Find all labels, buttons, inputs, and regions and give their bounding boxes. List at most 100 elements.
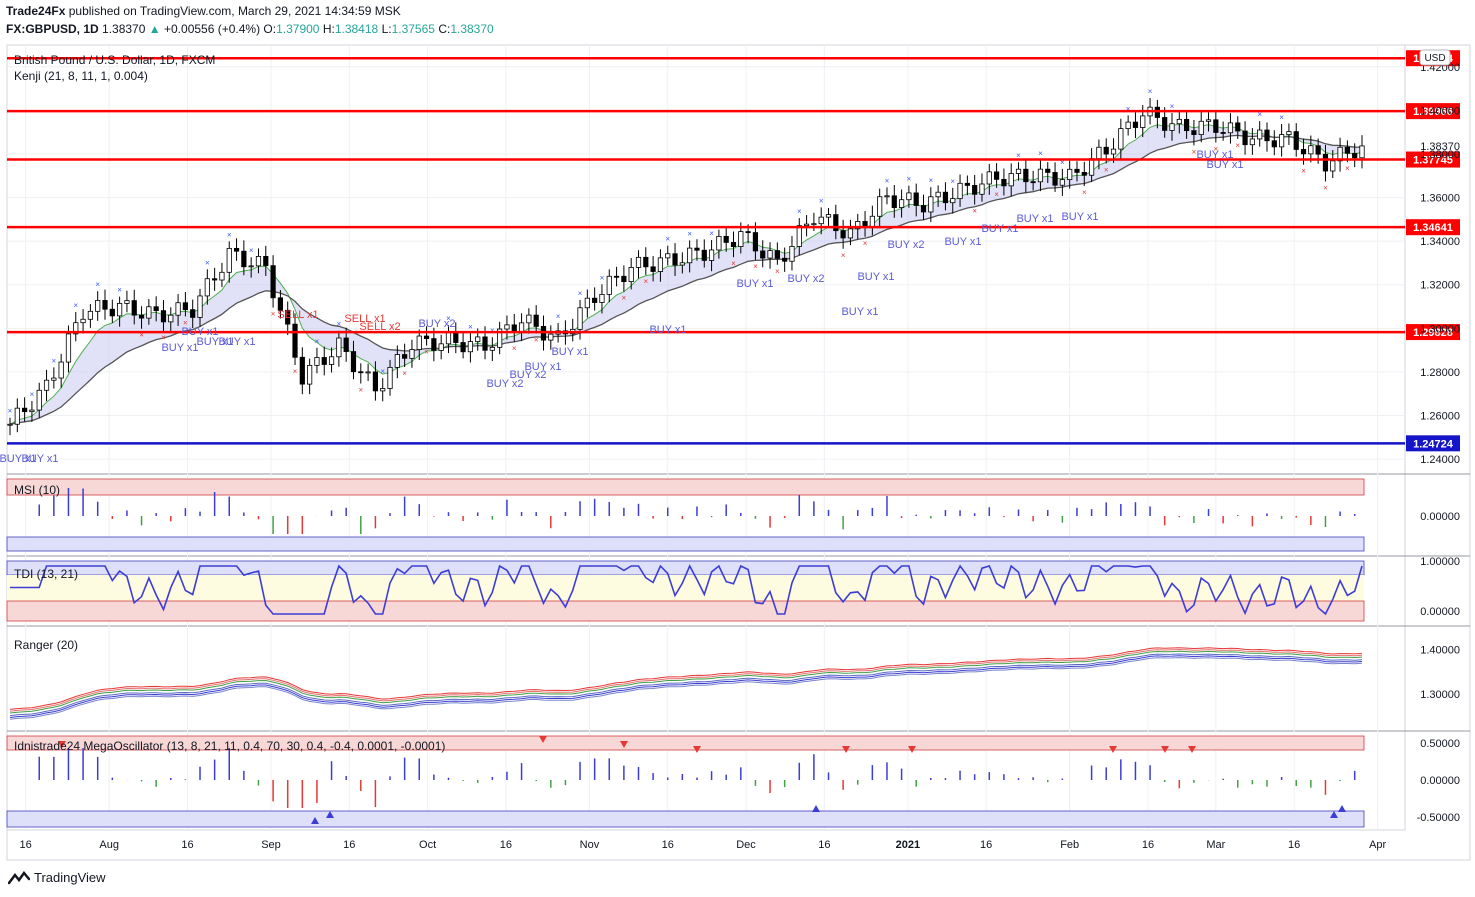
time-tick-label: Mar xyxy=(1206,839,1225,851)
signal-star: × xyxy=(402,369,407,378)
candle-body xyxy=(803,223,810,227)
candle-body xyxy=(453,332,459,343)
mega-down-marker xyxy=(1109,746,1117,753)
signal-star: × xyxy=(1323,184,1328,193)
candle-body xyxy=(942,191,949,204)
candle-body xyxy=(497,328,503,348)
signal-label: BUY x1 xyxy=(1016,213,1053,225)
signal-label: SELL x1 xyxy=(277,309,318,321)
signal-label: BUY x1 xyxy=(981,223,1018,235)
candle-body xyxy=(840,230,846,239)
candle-body xyxy=(679,262,685,266)
tdi-tick-label: 1.00000 xyxy=(1420,556,1460,568)
price-tick-label: 1.32000 xyxy=(1420,280,1460,292)
candle-body xyxy=(665,253,671,259)
signal-label: BUY x2 xyxy=(887,239,924,251)
candle-body xyxy=(409,349,415,359)
candle-body xyxy=(431,338,437,351)
signal-label: BUY x1 xyxy=(857,271,894,283)
candle-body xyxy=(1074,168,1080,173)
msi-tick-label: 0.00000 xyxy=(1420,511,1460,523)
kenji-indicator-label: Kenji (21, 8, 11, 1, 0.004) xyxy=(14,69,148,83)
low-value: 1.37565 xyxy=(391,22,435,36)
mega-down-marker xyxy=(539,736,547,743)
level-price-label: 1.24724 xyxy=(1413,438,1454,450)
mega-down-marker xyxy=(1188,746,1196,753)
candle-body xyxy=(423,335,430,340)
candle-body xyxy=(1169,123,1175,131)
candle-body xyxy=(1322,153,1329,172)
candle-body xyxy=(1184,118,1190,132)
candle-body xyxy=(1279,134,1285,148)
time-tick-label: Dec xyxy=(736,839,756,851)
tdi-line xyxy=(10,564,1363,616)
candle-body xyxy=(321,357,327,365)
signal-star: × xyxy=(534,336,539,345)
candle-body xyxy=(36,389,42,411)
ranger-tick-label: 1.30000 xyxy=(1420,689,1460,701)
candle-body xyxy=(723,235,729,243)
level-price-box xyxy=(1406,103,1460,120)
tdi-pane-title: TDI (13, 21) xyxy=(14,567,78,581)
candle-body xyxy=(1023,168,1029,183)
ranger-tick-label: 1.40000 xyxy=(1420,644,1460,656)
signal-star: × xyxy=(797,207,802,216)
candle-body xyxy=(672,253,678,266)
candle-body xyxy=(1315,145,1321,155)
candle-body xyxy=(1344,146,1350,154)
candle-body xyxy=(1264,129,1270,142)
mega-up-marker xyxy=(812,805,820,812)
candle-body xyxy=(1359,145,1365,159)
candle-body xyxy=(913,192,919,206)
candle-body xyxy=(701,249,707,261)
candle-body xyxy=(584,297,590,309)
candle-body xyxy=(1162,117,1168,131)
signal-star: × xyxy=(95,280,100,289)
candle-body xyxy=(1249,138,1255,146)
price-tick-label: 1.36000 xyxy=(1420,193,1460,205)
open-label: O: xyxy=(263,22,277,36)
mega-down-marker xyxy=(908,746,916,753)
candle-body xyxy=(548,333,554,341)
candle-body xyxy=(811,223,817,226)
candle-body xyxy=(687,247,693,264)
candle-body xyxy=(175,302,181,316)
published-text: published on TradingView.com, March 29, … xyxy=(68,4,401,18)
signal-label: BUY x1 xyxy=(1206,159,1243,171)
candle-body xyxy=(979,183,985,195)
outer-frame xyxy=(6,44,1471,861)
candle-body xyxy=(51,377,57,381)
brand-label: TradingView xyxy=(34,870,106,885)
candle-body xyxy=(226,247,232,273)
publisher-name[interactable]: Trade24Fx xyxy=(6,4,66,18)
candle-body xyxy=(460,342,466,353)
candle-body xyxy=(131,300,137,316)
signal-star: × xyxy=(52,356,57,365)
signal-star: × xyxy=(1038,149,1043,158)
time-tick-label: Nov xyxy=(580,839,600,851)
candle-body xyxy=(255,256,262,267)
signal-label: BUY x1 xyxy=(0,453,37,465)
main-pane-title: British Pound / U.S. Dollar, 1D, FXCM xyxy=(14,53,215,67)
candle-body xyxy=(957,182,963,200)
candle-body xyxy=(1293,131,1299,150)
candle-body xyxy=(613,275,620,278)
time-tick-label: Sep xyxy=(261,839,281,851)
candle-body xyxy=(1205,119,1212,122)
candle-body xyxy=(1059,179,1065,186)
candle-body xyxy=(29,409,35,413)
candle-body xyxy=(950,198,956,204)
price-series: × × × × × × × × × × × × × × × × × × × × × × × × × × × × × × × × × × × × × × × ×… xyxy=(7,87,1365,824)
signal-label: BUY x1 xyxy=(944,236,981,248)
tradingview-brand[interactable]: TradingView xyxy=(8,870,106,885)
candle-body xyxy=(117,303,123,317)
signal-star: × xyxy=(972,207,977,216)
ranger-line xyxy=(9,657,1363,720)
signal-star: × xyxy=(293,367,298,376)
horizontal-levels: 1.423941.399661.377451.346411.298281.247… xyxy=(7,50,1460,452)
candle-body xyxy=(1089,158,1095,176)
candle-body xyxy=(14,407,20,425)
candle-body xyxy=(263,256,269,267)
candle-body xyxy=(270,265,276,299)
